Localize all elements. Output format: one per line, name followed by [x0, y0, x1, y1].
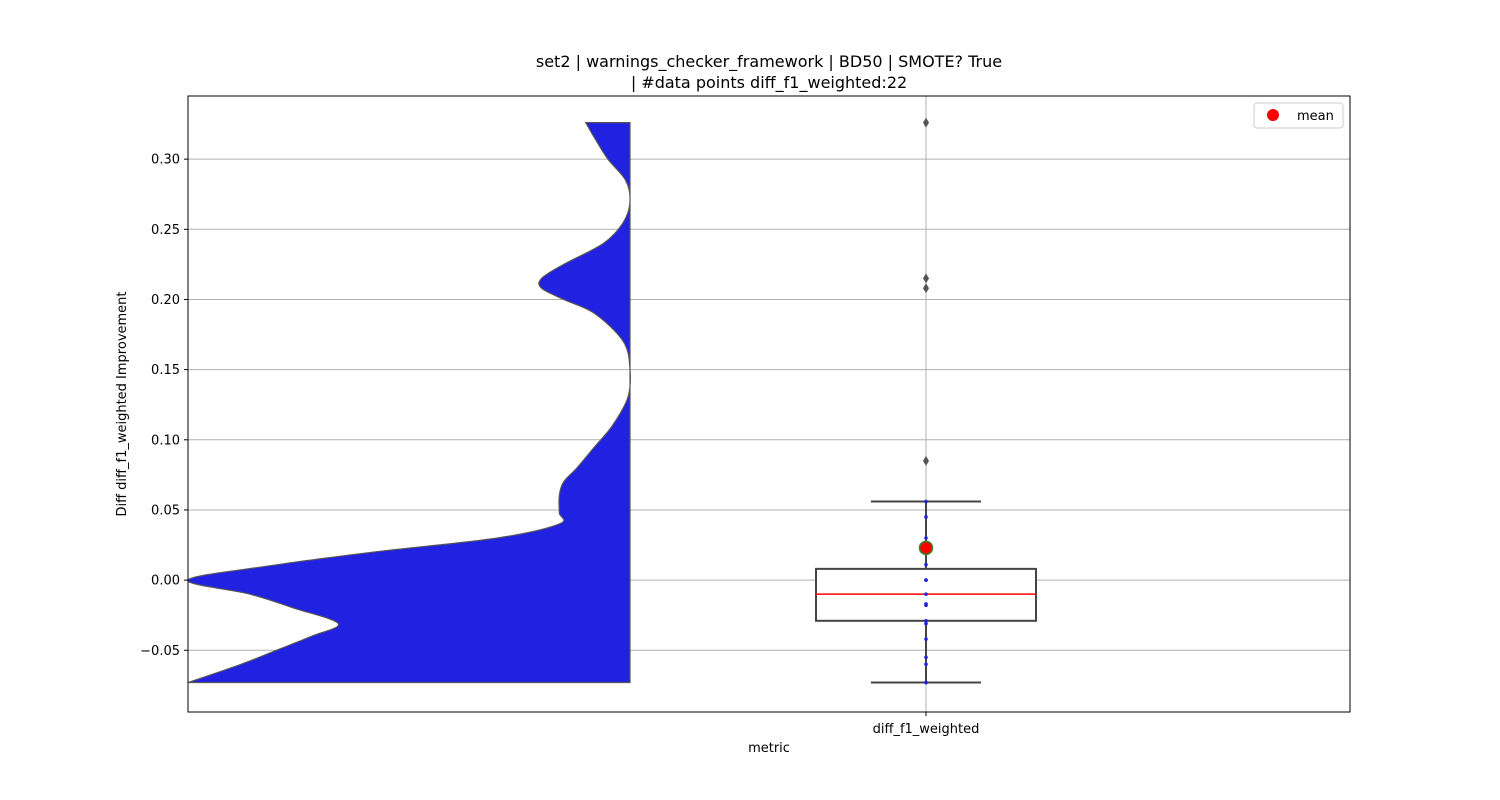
violin-layer — [187, 122, 632, 684]
data-point — [924, 536, 928, 540]
outlier-point — [923, 117, 929, 128]
data-point — [924, 680, 928, 685]
data-point — [924, 515, 928, 519]
data-point — [924, 578, 928, 582]
chart-title-line-2: | #data points diff_f1_weighted:22 — [631, 73, 907, 93]
y-axis-label: Diff diff_f1_weighted Improvement — [115, 291, 130, 516]
outlier-point — [923, 455, 929, 466]
data-point — [924, 499, 928, 504]
data-point — [924, 618, 928, 623]
mean-marker — [918, 540, 934, 556]
data-point — [924, 562, 928, 567]
violin-body — [187, 122, 632, 684]
x-tick-label: diff_f1_weighted — [873, 722, 980, 737]
y-tick-label: 0.30 — [151, 153, 180, 168]
y-tick-label: 0.20 — [151, 293, 180, 308]
y-tick-label: 0.10 — [151, 433, 180, 448]
legend: mean — [1253, 102, 1344, 129]
x-axis-ticks: diff_f1_weighted — [873, 712, 980, 737]
data-point — [924, 655, 928, 660]
y-tick-label: −0.05 — [140, 644, 180, 659]
outlier-point — [923, 273, 929, 284]
y-axis-ticks: −0.05 0.00 0.05 0.10 0.15 0.20 0.25 0.30 — [140, 153, 188, 659]
legend-mean-marker — [1267, 109, 1279, 121]
data-point — [924, 637, 928, 641]
y-tick-label: 0.05 — [151, 503, 180, 518]
y-tick-label: 0.15 — [151, 363, 180, 378]
data-point — [924, 621, 928, 626]
legend-frame — [1253, 102, 1344, 129]
data-point — [924, 592, 928, 596]
x-axis-label: metric — [748, 741, 790, 756]
y-tick-label: 0.25 — [151, 223, 180, 238]
plot-frame — [187, 95, 1351, 713]
data-point — [924, 603, 928, 608]
box-plot — [815, 117, 1037, 684]
data-points — [918, 499, 934, 685]
legend-mean-label: mean — [1297, 109, 1334, 124]
data-point — [924, 662, 928, 667]
chart-title-line-1: set2 | warnings_checker_framework | BD50… — [536, 52, 1002, 72]
outlier-point — [923, 283, 929, 294]
y-tick-label: 0.00 — [151, 574, 180, 589]
